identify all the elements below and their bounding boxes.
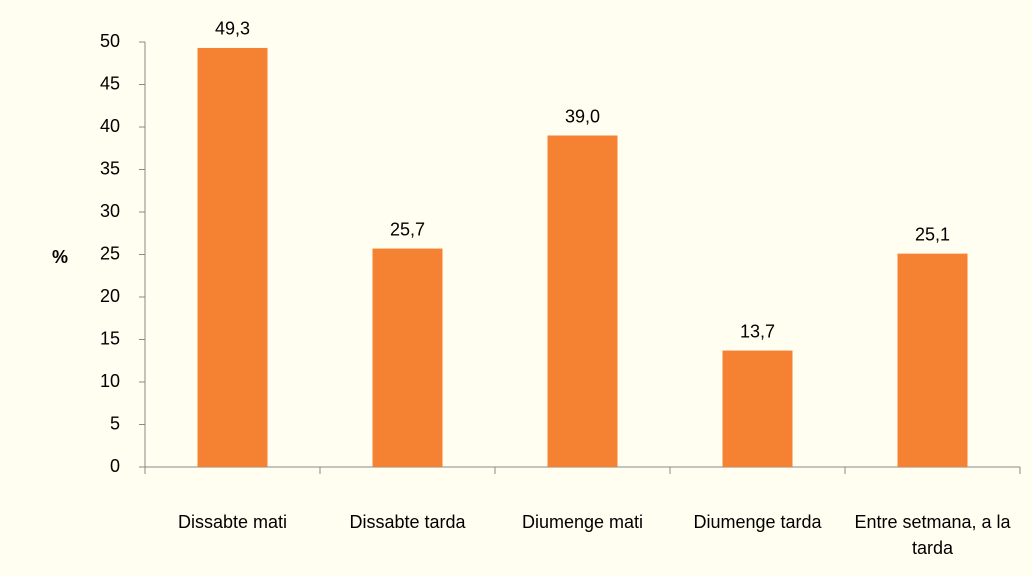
- y-tick-label: 45: [100, 73, 120, 93]
- bar: [547, 135, 618, 467]
- x-tick-label: Dissabte mati: [177, 512, 288, 532]
- value-label: 13,7: [740, 321, 775, 341]
- y-axis-label: %: [52, 247, 68, 267]
- x-tick-label: Diumenge tarda: [693, 512, 822, 532]
- y-tick-label: 15: [100, 328, 120, 348]
- bar: [197, 47, 268, 467]
- y-tick-label: 5: [110, 413, 120, 433]
- value-label: 39,0: [565, 106, 600, 126]
- y-tick-label: 0: [110, 456, 120, 476]
- value-label: 25,7: [390, 219, 425, 239]
- y-tick-label: 35: [100, 158, 120, 178]
- y-tick-label: 30: [100, 201, 120, 221]
- y-tick-label: 10: [100, 371, 120, 391]
- value-label: 25,1: [915, 224, 950, 244]
- bar: [722, 350, 793, 467]
- x-tick-label: Diumenge mati: [521, 512, 644, 532]
- y-tick-label: 20: [100, 286, 120, 306]
- bar: [897, 253, 968, 467]
- y-tick-label: 25: [100, 243, 120, 263]
- y-tick-label: 40: [100, 116, 120, 136]
- x-tick-label: Dissabte tarda: [349, 512, 466, 532]
- value-label: 49,3: [215, 19, 250, 39]
- y-tick-label: 50: [100, 31, 120, 51]
- bar: [372, 248, 443, 467]
- x-tick-label: Entre setmana, a la tarda: [854, 512, 1011, 558]
